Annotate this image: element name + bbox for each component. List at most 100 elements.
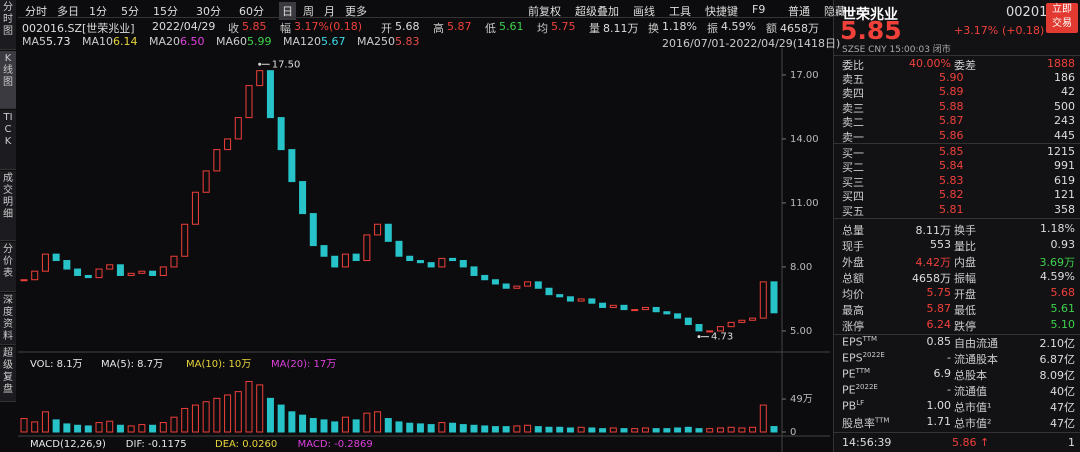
tool-button[interactable]: 前复权 [528, 5, 561, 18]
cell: 卖四 [842, 87, 864, 101]
cell: 1215 [1047, 145, 1075, 158]
cell: 流通值 [954, 385, 987, 398]
period-tab[interactable]: 15分 [153, 5, 178, 18]
side-tab[interactable]: 分时图 [0, 0, 16, 50]
ma-name: MA5 [22, 35, 47, 48]
period-tab[interactable]: 周 [303, 5, 314, 18]
period-tab[interactable]: 30分 [196, 5, 221, 18]
candle [459, 260, 467, 268]
cell: 243 [1054, 114, 1075, 128]
cell: 8.09亿 [1039, 369, 1076, 382]
volume-bar [716, 427, 724, 433]
info-label: 幅 [280, 22, 291, 35]
cell: 1.00 [926, 399, 952, 412]
candle [491, 279, 499, 285]
cell: 卖五 [842, 73, 864, 86]
side-tab[interactable]: 分价表 [0, 242, 16, 292]
cell: 换手 [954, 224, 976, 237]
macd-legend: MACD: -0.2869 [298, 439, 373, 450]
volume-bar [245, 381, 253, 433]
side-tab[interactable]: TICK [0, 110, 16, 170]
info-label: 量 [589, 22, 600, 35]
cell: 4.42万 [915, 256, 952, 269]
cell: 5.61 [1050, 302, 1076, 315]
volume-bar [491, 426, 499, 433]
y-tick-label: 11.00 [790, 198, 819, 209]
volume-bar [31, 421, 39, 433]
cell: 5.89 [939, 85, 964, 99]
candle [41, 253, 49, 272]
candle [470, 266, 478, 276]
candle [716, 326, 724, 332]
candle [588, 298, 596, 304]
change-abs: (+0.18) [1002, 24, 1045, 37]
side-tab[interactable]: 深度资料 [0, 293, 16, 345]
cell: 买三 [842, 175, 864, 189]
volume-bar [288, 411, 296, 433]
tool-button[interactable]: F9 [752, 3, 766, 16]
volume-bar [106, 420, 114, 433]
side-tab[interactable]: K线图 [0, 51, 16, 109]
volume-legend: MA(5): 8.7万 [101, 359, 163, 370]
cell: 991 [1054, 159, 1075, 173]
date: 2022/04/29 [152, 20, 216, 33]
candle [320, 245, 328, 257]
trade-button[interactable]: 立即 交易 [1046, 3, 1078, 33]
cell: 0.85 [926, 335, 952, 348]
period-tab[interactable]: 1分 [89, 5, 107, 18]
cell: 委差 [954, 59, 976, 72]
cell: 买五 [842, 204, 864, 218]
side-tab[interactable]: 成交明细 [0, 171, 16, 241]
info-label: 低 [485, 22, 496, 35]
period-tab[interactable]: 分时 [25, 5, 47, 18]
ma-value: 5.99 [247, 35, 272, 48]
macd-legend: DEA: 0.0260 [215, 439, 277, 450]
cell: 外盘 [842, 256, 864, 269]
volume-bar [256, 384, 264, 433]
period-tab[interactable]: 月 [324, 5, 335, 18]
cell: 6.24 [926, 318, 952, 331]
y-tick-label: 8.00 [790, 262, 812, 273]
period-tab[interactable]: 更多 [345, 5, 367, 18]
candle [234, 117, 242, 140]
tool-button[interactable]: 工具 [669, 5, 691, 18]
cell: 5.84 [939, 159, 964, 173]
candle [395, 240, 403, 257]
side-tab[interactable]: 超级复盘 [0, 346, 16, 402]
tool-button[interactable]: 超级叠加 [575, 5, 619, 18]
volume-bar [695, 428, 703, 433]
tool-button[interactable]: 画线 [633, 5, 655, 18]
button-text[interactable]: 立即 [1052, 4, 1072, 15]
label-sup: 2022E [862, 351, 885, 359]
cell-label: PBLF [842, 399, 865, 413]
candle [706, 330, 714, 333]
volume-bar [331, 421, 339, 433]
volume-bar [545, 426, 553, 433]
tool-button[interactable]: 普通 [788, 5, 810, 18]
candle [277, 117, 285, 151]
period-tab[interactable]: 60分 [239, 5, 264, 18]
candle [159, 266, 167, 276]
tool-button[interactable]: 快捷键 [705, 5, 738, 18]
cell: 445 [1054, 128, 1075, 142]
period-tab[interactable]: 多日 [57, 5, 79, 18]
period-tab[interactable]: 日 [279, 2, 296, 20]
candle [556, 294, 564, 298]
cell: 买一 [842, 147, 864, 160]
period-tab[interactable]: 5分 [121, 5, 139, 18]
button-text[interactable]: 交易 [1052, 18, 1072, 29]
tool-button[interactable]: 隐藏 [824, 5, 846, 18]
cell: 内盘 [954, 256, 976, 269]
candle [406, 255, 414, 262]
ma-value: 5.83 [395, 35, 420, 48]
cell: 最低 [954, 304, 976, 317]
cell: 总额 [842, 272, 864, 285]
divider [834, 334, 1080, 335]
volume-bar [181, 407, 189, 433]
volume-bar [341, 416, 349, 433]
volume-bar [213, 397, 221, 433]
kline-chart: 17.00 14.00 11.00 8.00 5.00 17.50 4.73 VOL: 8.1… [18, 48, 830, 452]
candle [641, 306, 649, 311]
volume-legend: VOL: 8.1万 [30, 359, 83, 370]
